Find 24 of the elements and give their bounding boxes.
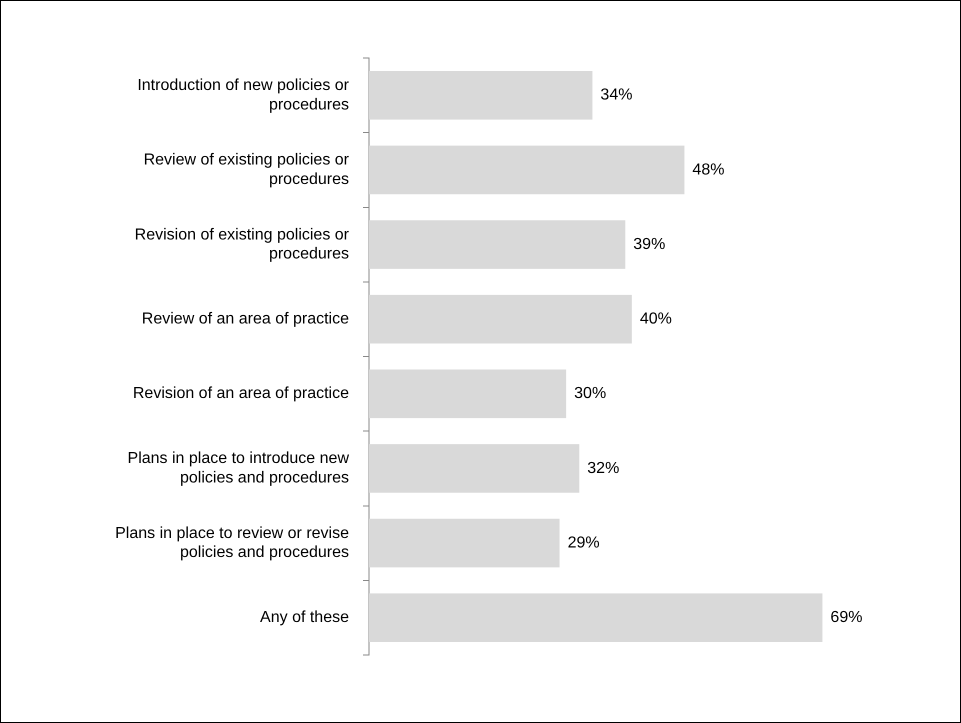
y-tick-label: Revision of an area of practice: [132, 385, 350, 402]
bar: [369, 444, 580, 493]
y-tick-label: Plans in place to introduce new policies and procedures: [128, 450, 350, 486]
data-label: 40%: [640, 310, 672, 328]
data-label: 34%: [600, 86, 632, 104]
bar: [369, 370, 566, 418]
bar: [369, 71, 592, 120]
data-label: 69%: [830, 609, 862, 626]
y-tick-label: Plans in place to review or revise policies and procedures: [115, 524, 350, 562]
bar: [369, 146, 684, 194]
y-tick-label: Introduction of new policies or procedures: [137, 77, 350, 114]
bar: [369, 518, 560, 568]
data-label: 30%: [574, 385, 606, 402]
y-tick-label: Review of an area of practice: [142, 310, 350, 328]
data-label: 32%: [587, 460, 620, 477]
y-tick-label: Any of these: [260, 609, 350, 626]
bar: [369, 294, 632, 344]
y-tick-label: Revision of existing policies or procedures: [134, 226, 350, 263]
bar: [369, 593, 822, 642]
data-label: 39%: [633, 236, 666, 253]
y-tick-label: Review of existing policies or procedures: [144, 152, 350, 188]
data-label: 29%: [568, 534, 600, 552]
bar: [369, 220, 626, 269]
data-label: 48%: [692, 161, 724, 178]
